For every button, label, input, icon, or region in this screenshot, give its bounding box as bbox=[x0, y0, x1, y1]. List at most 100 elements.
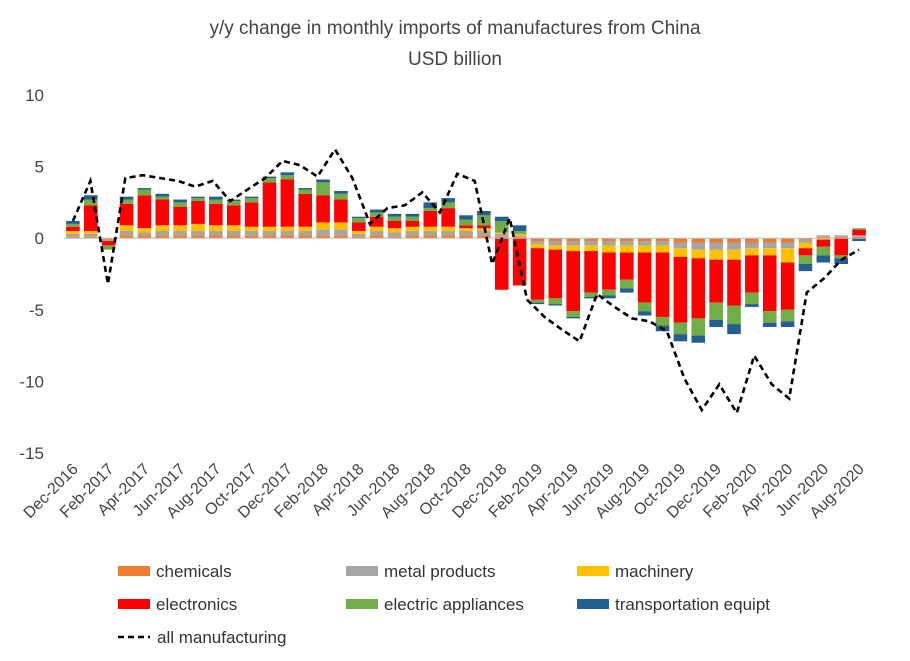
bar-segment-machinery bbox=[620, 245, 634, 253]
bar-segment-electric-appliances bbox=[280, 175, 295, 180]
bar-segment-machinery bbox=[191, 223, 205, 232]
bar-segment-metal-products bbox=[459, 231, 473, 236]
bar-segment-electric-appliances bbox=[727, 305, 741, 325]
bar-segment-chemicals bbox=[423, 235, 438, 239]
bar-segment-electronics bbox=[244, 202, 259, 227]
bar-segment-transportation-equipt bbox=[566, 316, 580, 319]
bar-segment-chemicals bbox=[101, 238, 116, 240]
bar-segment-chemicals bbox=[512, 236, 527, 239]
bar-segment-electric-appliances bbox=[369, 212, 384, 217]
bar-segment-electronics bbox=[602, 252, 616, 290]
bar-segment-electric-appliances bbox=[602, 289, 616, 296]
legend-swatch bbox=[118, 566, 150, 576]
bar-segment-chemicals bbox=[137, 235, 152, 239]
bar-segment-electronics bbox=[352, 222, 366, 232]
bar-segment-metal-products bbox=[84, 233, 98, 237]
legend-label: electric appliances bbox=[384, 595, 524, 614]
bar-segment-metal-products bbox=[441, 231, 455, 236]
bar-segment-chemicals bbox=[762, 238, 777, 243]
bar-segment-machinery bbox=[637, 245, 652, 253]
bar-segment-machinery bbox=[352, 231, 366, 234]
bar-segment-metal-products bbox=[530, 241, 545, 244]
bars bbox=[66, 172, 866, 343]
bar-segment-chemicals bbox=[620, 238, 634, 242]
bar-segment-electronics bbox=[226, 205, 241, 226]
bar-segment-transportation-equipt bbox=[709, 319, 723, 327]
bar-segment-transportation-equipt bbox=[727, 324, 741, 335]
bar-segment-electronics bbox=[691, 258, 706, 319]
bar-segment-transportation-equipt bbox=[441, 198, 455, 203]
bar-segment-metal-products bbox=[566, 241, 580, 246]
bar-segment-metal-products bbox=[155, 231, 170, 236]
bar-segment-electronics bbox=[316, 195, 330, 223]
bar-segment-machinery bbox=[387, 228, 402, 233]
bar-segment-transportation-equipt bbox=[620, 288, 634, 293]
bar-segment-electronics bbox=[84, 205, 98, 232]
bar-segment-transportation-equipt bbox=[334, 190, 348, 194]
bar-segment-machinery bbox=[566, 245, 580, 252]
bar-segment-chemicals bbox=[173, 235, 187, 239]
legend-label: chemicals bbox=[156, 562, 232, 581]
bar-segment-chemicals bbox=[459, 235, 473, 239]
bar-segment-electronics bbox=[423, 210, 438, 227]
bar-segment-machinery bbox=[530, 243, 545, 249]
bar-segment-machinery bbox=[459, 228, 473, 232]
line-all-manufacturing bbox=[71, 146, 860, 417]
bar-segment-transportation-equipt bbox=[262, 176, 277, 179]
bar-segment-machinery bbox=[137, 228, 152, 233]
bar-segment-electric-appliances bbox=[119, 199, 134, 204]
bar-segment-electronics bbox=[709, 259, 723, 303]
bar-segment-electric-appliances bbox=[405, 216, 420, 222]
bar-segment-electronics bbox=[387, 221, 402, 229]
bar-segment-chemicals bbox=[84, 236, 98, 239]
line-layer bbox=[71, 146, 860, 417]
bar-segment-electronics bbox=[459, 225, 473, 229]
bar-segment-chemicals bbox=[655, 238, 670, 242]
bar-segment-machinery bbox=[762, 248, 777, 256]
bar-segment-electric-appliances bbox=[226, 200, 241, 206]
bar-segment-metal-products bbox=[637, 241, 652, 246]
bar-segment-electric-appliances bbox=[834, 255, 848, 259]
bar-segment-machinery bbox=[709, 249, 723, 260]
legend-swatch bbox=[577, 599, 609, 609]
bar-segment-electric-appliances bbox=[244, 198, 259, 203]
bar-segment-machinery bbox=[334, 222, 348, 230]
bar-segment-electronics bbox=[566, 251, 580, 312]
bar-segment-electric-appliances bbox=[298, 189, 312, 194]
bar-segment-electric-appliances bbox=[66, 223, 80, 227]
bar-segment-metal-products bbox=[727, 242, 741, 250]
bar-segment-electronics bbox=[780, 262, 795, 310]
bar-segment-electronics bbox=[101, 241, 116, 246]
bar-segment-chemicals bbox=[494, 236, 509, 239]
bar-segment-electric-appliances bbox=[423, 208, 438, 211]
bar-segment-electronics bbox=[620, 252, 634, 280]
bar-segment-electronics bbox=[405, 221, 420, 227]
bar-segment-metal-products bbox=[226, 231, 241, 236]
legend-item: all manufacturing bbox=[118, 628, 286, 647]
bar-segment-transportation-equipt bbox=[762, 322, 777, 327]
legend-label: all manufacturing bbox=[157, 628, 286, 647]
bar-segment-electric-appliances bbox=[584, 292, 598, 297]
bar-segment-transportation-equipt bbox=[494, 216, 509, 222]
bar-segment-machinery bbox=[66, 231, 80, 234]
bar-segment-transportation-equipt bbox=[602, 295, 616, 299]
bar-segment-electric-appliances bbox=[709, 302, 723, 320]
bar-segment-electric-appliances bbox=[852, 228, 866, 230]
bar-segment-metal-products bbox=[173, 231, 187, 236]
bar-segment-electronics bbox=[816, 239, 831, 247]
bar-segment-metal-products bbox=[405, 231, 420, 236]
bar-segment-metal-products bbox=[119, 231, 134, 236]
bar-segment-transportation-equipt bbox=[191, 196, 205, 199]
bar-segment-transportation-equipt bbox=[745, 304, 759, 307]
bar-segment-metal-products bbox=[584, 241, 598, 246]
bar-segment-metal-products bbox=[316, 229, 330, 236]
bar-segment-metal-products bbox=[745, 242, 759, 249]
bar-segment-machinery bbox=[316, 222, 330, 230]
bar-segment-electronics bbox=[119, 203, 134, 226]
bar-segment-transportation-equipt bbox=[226, 199, 241, 201]
bar-segment-metal-products bbox=[852, 235, 866, 237]
bar-segment-transportation-equipt bbox=[834, 258, 848, 264]
chart-subtitle: USD billion bbox=[408, 49, 502, 70]
bar-segment-chemicals bbox=[816, 236, 831, 239]
legend-item: transportation equipt bbox=[577, 595, 770, 614]
